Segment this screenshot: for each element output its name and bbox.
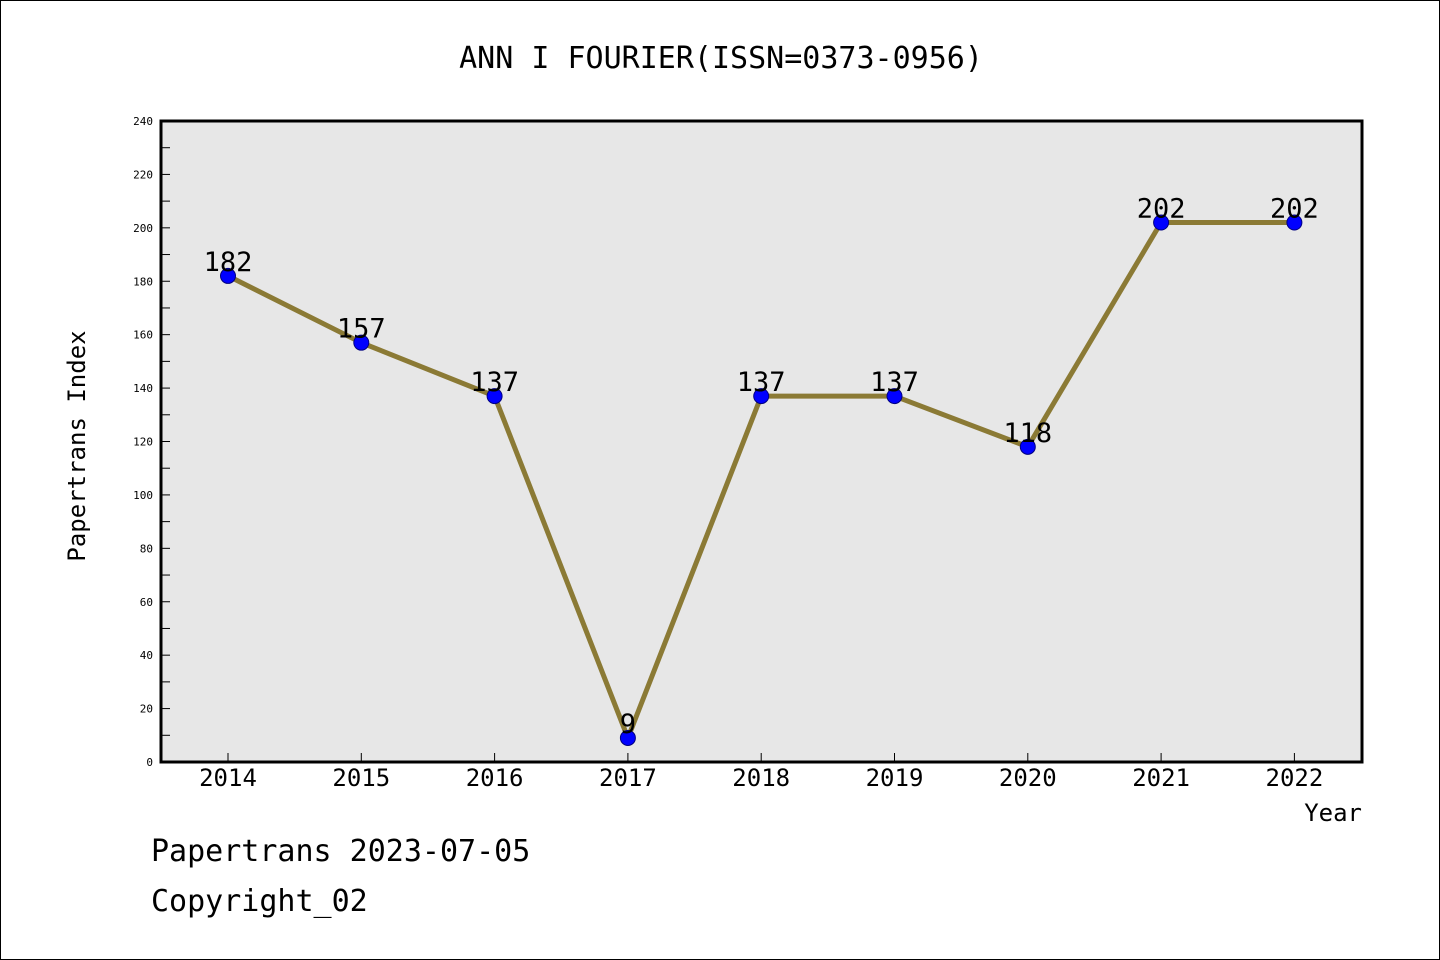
data-point bbox=[753, 388, 770, 405]
x-axis-label: Year bbox=[1304, 799, 1362, 827]
y-tick-label: 240 bbox=[133, 115, 153, 128]
x-tick-label: 2021 bbox=[1132, 764, 1190, 792]
y-axis-label: Papertrans Index bbox=[63, 330, 91, 561]
data-point bbox=[486, 388, 503, 405]
x-tick-label: 2016 bbox=[466, 764, 524, 792]
data-point bbox=[220, 267, 236, 284]
y-tick-label: 100 bbox=[133, 489, 153, 502]
x-tick-label: 2015 bbox=[332, 764, 390, 792]
x-tick-label: 2017 bbox=[599, 764, 657, 792]
data-point bbox=[1019, 438, 1036, 455]
data-label: 202 bbox=[1270, 193, 1319, 224]
data-label: 9 bbox=[620, 709, 636, 740]
data-markers bbox=[220, 214, 1303, 746]
y-tick-label: 140 bbox=[133, 382, 153, 395]
chart-title: ANN I FOURIER(ISSN=0373-0956) bbox=[459, 41, 983, 76]
y-tick-label: 60 bbox=[140, 596, 153, 609]
y-tick-label: 180 bbox=[133, 275, 153, 288]
plot-frame bbox=[159, 119, 1364, 764]
data-point bbox=[886, 388, 903, 405]
y-tick-label: 80 bbox=[140, 542, 153, 555]
x-tick-label: 2020 bbox=[999, 764, 1057, 792]
data-label: 202 bbox=[1137, 193, 1186, 224]
data-label: 137 bbox=[870, 367, 919, 398]
data-point bbox=[1286, 214, 1303, 231]
x-tick-label: 2022 bbox=[1266, 764, 1324, 792]
y-tick-label: 120 bbox=[133, 436, 153, 449]
x-tick-label: 2018 bbox=[732, 764, 790, 792]
y-tick-label: 20 bbox=[140, 703, 153, 716]
data-point bbox=[619, 729, 636, 746]
data-label: 157 bbox=[337, 314, 386, 345]
data-label: 182 bbox=[204, 247, 253, 278]
data-labels: 182 157 137 9 137 137 118 202 202 bbox=[204, 193, 1319, 739]
y-tick-label: 220 bbox=[133, 168, 153, 181]
footer-copyright: Copyright_02 bbox=[151, 884, 368, 919]
data-label: 137 bbox=[737, 367, 786, 398]
x-axis: 2014 2015 2016 2017 2018 2019 2020 2021 2022 bbox=[199, 753, 1323, 792]
footer-date: Papertrans 2023-07-05 bbox=[151, 834, 531, 869]
data-point bbox=[1153, 214, 1170, 231]
data-label: 137 bbox=[470, 367, 519, 398]
y-tick-label: 160 bbox=[133, 329, 153, 342]
data-label: 118 bbox=[1003, 418, 1052, 449]
y-tick-label: 0 bbox=[146, 756, 153, 769]
data-point bbox=[353, 334, 370, 351]
y-tick-label: 200 bbox=[133, 222, 153, 235]
y-tick-label: 40 bbox=[140, 649, 153, 662]
x-tick-label: 2019 bbox=[866, 764, 924, 792]
x-tick-label: 2014 bbox=[199, 764, 257, 792]
